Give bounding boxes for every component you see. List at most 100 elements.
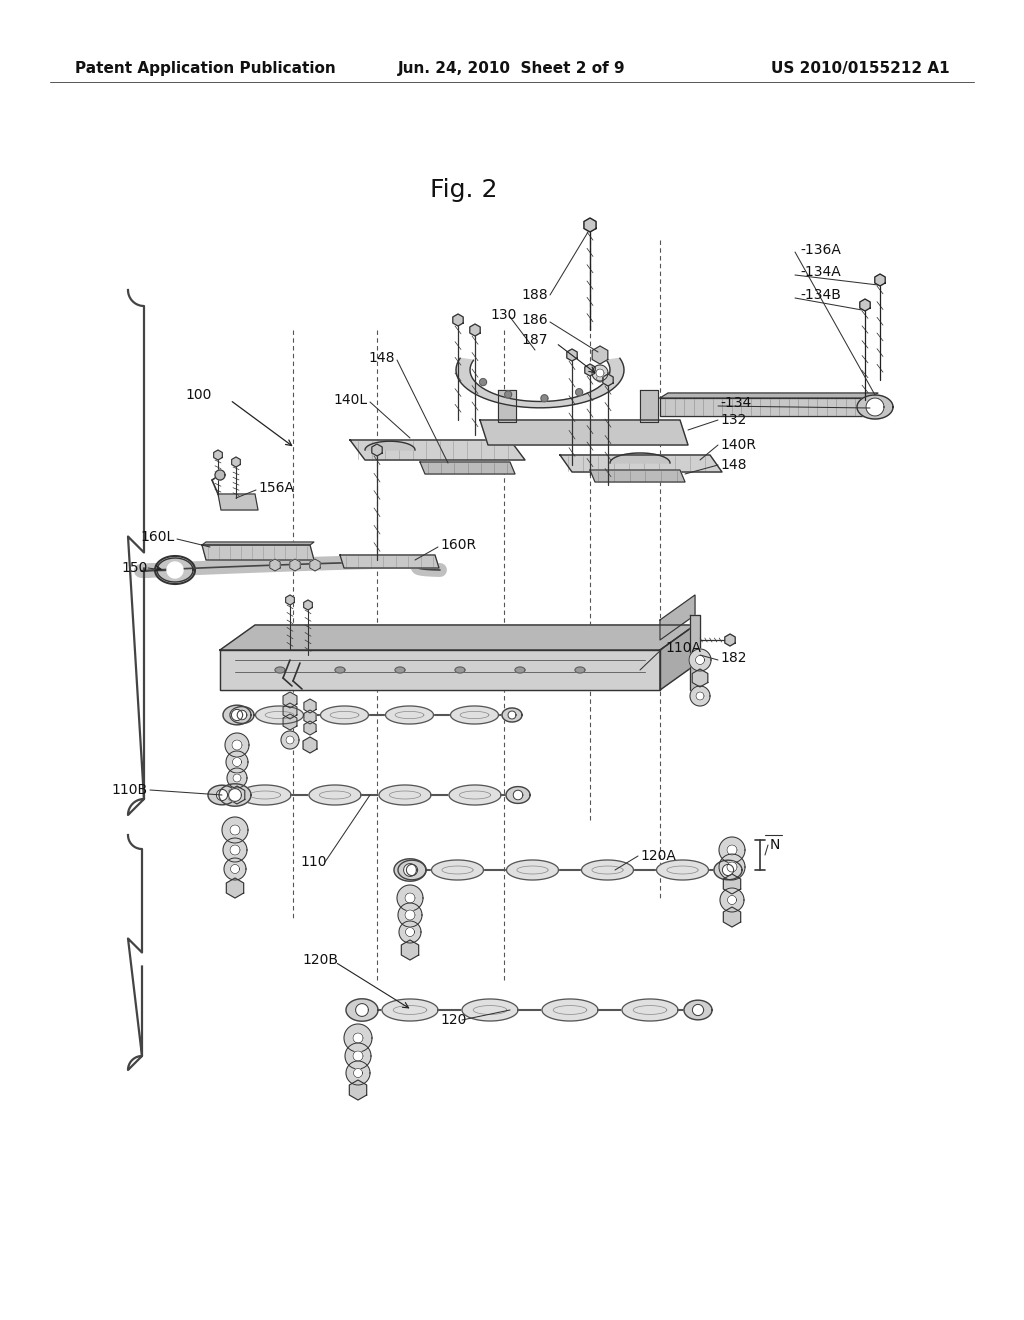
Polygon shape — [395, 667, 406, 673]
Polygon shape — [692, 669, 708, 686]
Polygon shape — [660, 393, 878, 399]
Polygon shape — [283, 692, 297, 708]
Text: 130: 130 — [490, 308, 516, 322]
Polygon shape — [719, 837, 745, 863]
Polygon shape — [727, 862, 737, 873]
Polygon shape — [233, 774, 241, 781]
Text: 160L: 160L — [140, 531, 175, 544]
Polygon shape — [507, 861, 558, 880]
Polygon shape — [365, 441, 415, 450]
Polygon shape — [222, 817, 248, 843]
Text: 156A: 156A — [258, 480, 294, 495]
Polygon shape — [660, 595, 695, 640]
Polygon shape — [857, 395, 893, 418]
Polygon shape — [231, 709, 243, 721]
Polygon shape — [874, 275, 885, 286]
Polygon shape — [480, 420, 688, 445]
Polygon shape — [385, 706, 433, 723]
Text: 120B: 120B — [302, 953, 338, 968]
Polygon shape — [353, 1051, 362, 1061]
Polygon shape — [303, 737, 317, 752]
Polygon shape — [281, 731, 299, 748]
Polygon shape — [603, 374, 613, 385]
Polygon shape — [224, 858, 246, 880]
Polygon shape — [238, 710, 247, 719]
Polygon shape — [502, 708, 522, 722]
Polygon shape — [508, 711, 516, 719]
Polygon shape — [228, 788, 242, 801]
Polygon shape — [230, 865, 240, 874]
Polygon shape — [309, 785, 361, 805]
Polygon shape — [256, 706, 303, 723]
Polygon shape — [346, 1061, 370, 1085]
Polygon shape — [660, 624, 695, 690]
Polygon shape — [397, 884, 423, 911]
Polygon shape — [215, 470, 225, 480]
Polygon shape — [723, 907, 740, 927]
Polygon shape — [406, 894, 415, 903]
Text: 160R: 160R — [440, 539, 476, 552]
Polygon shape — [226, 751, 248, 774]
Polygon shape — [401, 940, 419, 960]
Text: 188: 188 — [521, 288, 548, 302]
Polygon shape — [403, 863, 417, 876]
Polygon shape — [450, 785, 501, 805]
Polygon shape — [223, 705, 251, 725]
Polygon shape — [231, 457, 241, 467]
Polygon shape — [230, 706, 254, 723]
Polygon shape — [720, 888, 744, 912]
Polygon shape — [269, 558, 281, 572]
Text: 150: 150 — [122, 561, 148, 576]
Text: -134: -134 — [720, 396, 752, 411]
Polygon shape — [584, 218, 596, 232]
Polygon shape — [498, 389, 516, 422]
Text: 110B: 110B — [112, 783, 148, 797]
Polygon shape — [695, 656, 705, 664]
Polygon shape — [690, 686, 710, 706]
Polygon shape — [575, 388, 583, 396]
Polygon shape — [622, 999, 678, 1020]
Polygon shape — [420, 462, 515, 474]
Text: Fig. 2: Fig. 2 — [430, 178, 498, 202]
Polygon shape — [398, 903, 422, 927]
Polygon shape — [575, 667, 585, 673]
Polygon shape — [394, 859, 426, 882]
Text: Jun. 24, 2010  Sheet 2 of 9: Jun. 24, 2010 Sheet 2 of 9 — [398, 61, 626, 75]
Polygon shape — [455, 667, 465, 673]
Polygon shape — [479, 379, 486, 385]
Polygon shape — [275, 667, 285, 673]
Polygon shape — [340, 554, 439, 568]
Polygon shape — [725, 634, 735, 645]
Polygon shape — [345, 1043, 371, 1069]
Polygon shape — [202, 545, 314, 560]
Text: 110A: 110A — [665, 642, 701, 655]
Polygon shape — [596, 370, 604, 378]
Text: -136A: -136A — [800, 243, 841, 257]
Text: N: N — [770, 838, 780, 851]
Polygon shape — [344, 1024, 372, 1052]
Polygon shape — [157, 558, 193, 582]
Text: -134B: -134B — [800, 288, 841, 302]
Polygon shape — [714, 861, 742, 880]
Polygon shape — [640, 389, 658, 422]
Polygon shape — [506, 787, 530, 804]
Polygon shape — [230, 825, 240, 836]
Text: 140R: 140R — [720, 438, 756, 451]
Polygon shape — [226, 878, 244, 898]
Text: 148: 148 — [369, 351, 395, 366]
Polygon shape — [304, 721, 316, 735]
Text: 110: 110 — [300, 855, 327, 869]
Polygon shape — [513, 791, 523, 800]
Polygon shape — [230, 845, 240, 855]
Polygon shape — [232, 758, 242, 767]
Polygon shape — [398, 861, 426, 880]
Polygon shape — [355, 1003, 369, 1016]
Text: 187: 187 — [521, 333, 548, 347]
Polygon shape — [690, 615, 700, 690]
Polygon shape — [239, 785, 291, 805]
Text: 182: 182 — [720, 651, 746, 665]
Polygon shape — [684, 1001, 712, 1020]
Polygon shape — [229, 785, 245, 804]
Polygon shape — [227, 768, 247, 788]
Polygon shape — [286, 737, 294, 744]
